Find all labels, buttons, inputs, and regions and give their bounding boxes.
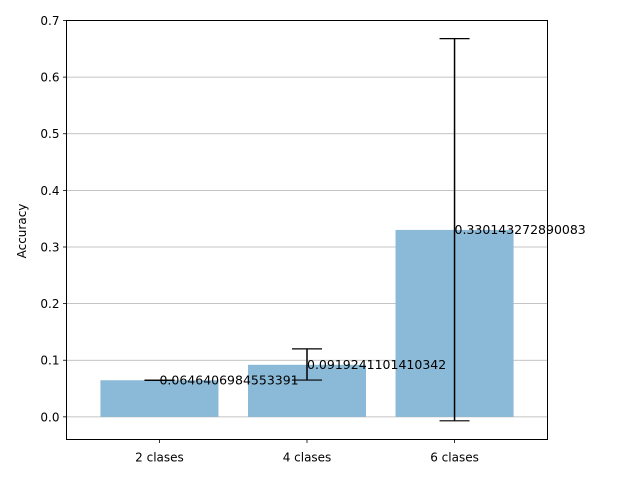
value-labels: 0.0646406984553391 0.0919241101410342 0.33… bbox=[159, 222, 585, 387]
y-tick-label: 0.2 bbox=[40, 297, 59, 311]
gridlines bbox=[66, 20, 548, 418]
y-axis-ticks: 0.0 0.1 0.2 0.3 0.4 0.5 0.6 0.7 bbox=[40, 14, 67, 424]
value-label: 0.0646406984553391 bbox=[159, 372, 298, 387]
y-tick-label: 0.0 bbox=[40, 410, 59, 424]
x-tick-label: 6 clases bbox=[430, 451, 479, 465]
y-axis-label: Accuracy bbox=[15, 204, 29, 259]
bar bbox=[100, 380, 219, 417]
x-tick-label: 2 clases bbox=[135, 451, 184, 465]
value-label: 0.330143272890083 bbox=[455, 222, 586, 237]
y-tick-label: 0.7 bbox=[40, 14, 59, 28]
bars bbox=[100, 229, 514, 417]
x-tick-label: 4 clases bbox=[283, 451, 332, 465]
y-tick-label: 0.3 bbox=[40, 240, 59, 254]
y-tick-label: 0.6 bbox=[40, 71, 59, 85]
y-tick-label: 0.4 bbox=[40, 184, 59, 198]
x-axis-ticks: 2 clases 4 clases 6 clases bbox=[135, 439, 479, 465]
value-label: 0.0919241101410342 bbox=[307, 357, 446, 372]
y-tick-label: 0.1 bbox=[40, 354, 59, 368]
error-bars bbox=[144, 38, 470, 422]
y-tick-label: 0.5 bbox=[40, 127, 59, 141]
